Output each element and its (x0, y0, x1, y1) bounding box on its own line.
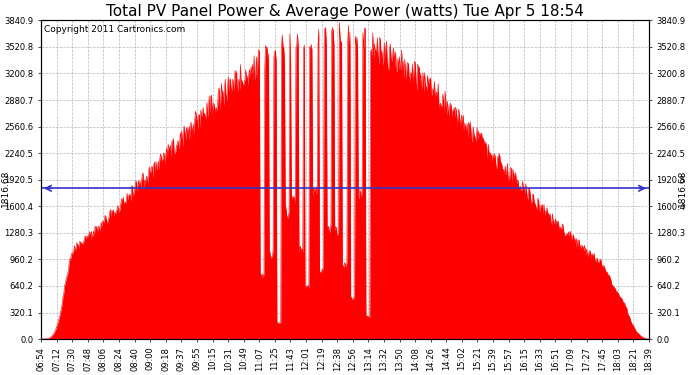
Text: Copyright 2011 Cartronics.com: Copyright 2011 Cartronics.com (44, 25, 186, 34)
Text: 1816.68: 1816.68 (678, 170, 687, 207)
Text: 1816.68: 1816.68 (1, 170, 10, 207)
Title: Total PV Panel Power & Average Power (watts) Tue Apr 5 18:54: Total PV Panel Power & Average Power (wa… (106, 4, 584, 19)
